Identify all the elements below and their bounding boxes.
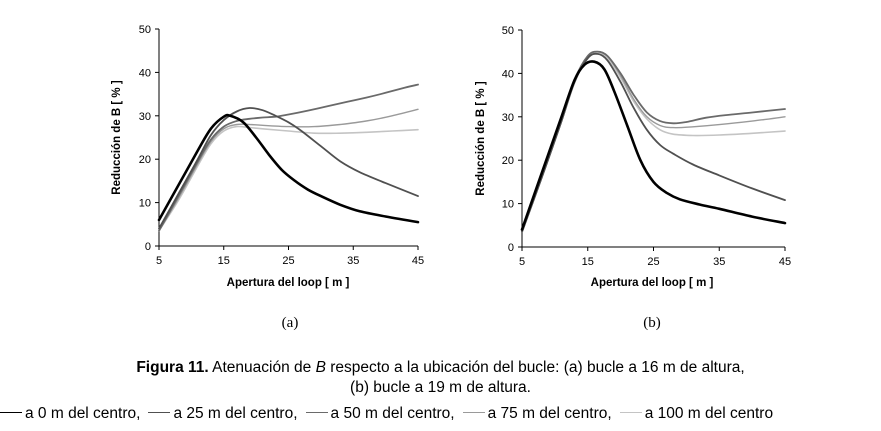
y-tick-label: 0 <box>145 241 151 253</box>
series-line-2 <box>521 50 786 233</box>
figure-caption: Figura 11. Atenuación de B respecto a la… <box>0 358 881 398</box>
series-line-1 <box>158 107 419 230</box>
caption-line-1: Figura 11. Atenuación de B respecto a la… <box>0 358 881 378</box>
figure-label: Figura 11. <box>136 359 209 376</box>
x-tick-label: 5 <box>156 255 162 267</box>
x-tick-label: 25 <box>647 256 659 268</box>
legend-item: a 50 m del centro, <box>305 404 455 424</box>
x-tick-label: 45 <box>779 256 791 268</box>
legend: a 0 m del centro, a 25 m del centro, a 50 … <box>0 404 881 424</box>
x-tick-label: 35 <box>347 255 359 267</box>
y-tick-label: 0 <box>508 242 514 254</box>
caption-text-1: Atenuación de <box>208 359 316 376</box>
y-tick-label: 10 <box>139 198 151 210</box>
series-line-0 <box>520 60 787 231</box>
legend-swatch <box>305 412 328 414</box>
legend-item: a 100 m del centro <box>619 404 774 424</box>
legend-swatch <box>619 412 642 414</box>
y-tick-label: 10 <box>502 199 514 211</box>
y-tick-label: 30 <box>502 112 514 124</box>
series-line-3 <box>158 108 419 232</box>
series-line-4 <box>158 125 419 232</box>
chart-panel-b: 0 10 20 30 40 50 5 15 25 35 45 Apertura del loop [ … <box>475 25 791 331</box>
series-line-0 <box>157 113 420 224</box>
series-line-4 <box>521 53 786 233</box>
legend-label: a 0 m del centro, <box>25 405 141 422</box>
legend-label: a 75 m del centro, <box>487 405 612 422</box>
legend-item: a 25 m del centro, <box>148 404 298 424</box>
caption-line-2: (b) bucle a 19 m de altura. <box>350 379 531 396</box>
x-tick-label: 5 <box>519 256 525 268</box>
legend-swatch <box>0 412 22 414</box>
y-tick-label: 40 <box>502 68 514 80</box>
legend-label: a 50 m del centro, <box>330 405 455 422</box>
x-tick-label: 15 <box>218 255 230 267</box>
x-tick-label: 35 <box>713 256 725 268</box>
y-tick-label: 40 <box>139 67 151 79</box>
legend-label: a 100 m del centro <box>644 405 774 422</box>
y-tick-label: 20 <box>139 154 151 166</box>
y-axis-title: Reducción de B [ % ] <box>111 80 123 195</box>
y-axis-title: Reducción de B [ % ] <box>475 81 487 196</box>
series-line-1 <box>521 52 786 233</box>
x-tick-label: 25 <box>282 255 294 267</box>
y-tick-label: 20 <box>502 155 514 167</box>
legend-item: a 75 m del centro, <box>462 404 612 424</box>
legend-label: a 25 m del centro, <box>173 405 298 422</box>
x-tick-label: 45 <box>412 255 424 267</box>
x-axis-title: Apertura del loop [ m ] <box>591 277 714 289</box>
caption-italic-b: B <box>315 359 326 376</box>
y-tick-label: 50 <box>502 25 514 37</box>
caption-text-2: respecto a la ubicación del bucle: (a) b… <box>325 359 745 376</box>
panel-label: (a) <box>282 315 299 331</box>
y-tick-label: 30 <box>139 111 151 123</box>
x-axis-title: Apertura del loop [ m ] <box>227 277 350 289</box>
panel-label: (b) <box>643 315 661 331</box>
series-line-3 <box>521 50 786 233</box>
y-tick-label: 50 <box>139 24 151 36</box>
legend-item: a 0 m del centro, <box>0 404 140 424</box>
legend-swatch <box>462 412 485 414</box>
x-tick-label: 15 <box>582 256 594 268</box>
chart-panel-a: 0 10 20 30 40 50 5 15 25 35 45 Apertura del loop [ … <box>111 24 424 331</box>
legend-swatch <box>148 412 171 414</box>
